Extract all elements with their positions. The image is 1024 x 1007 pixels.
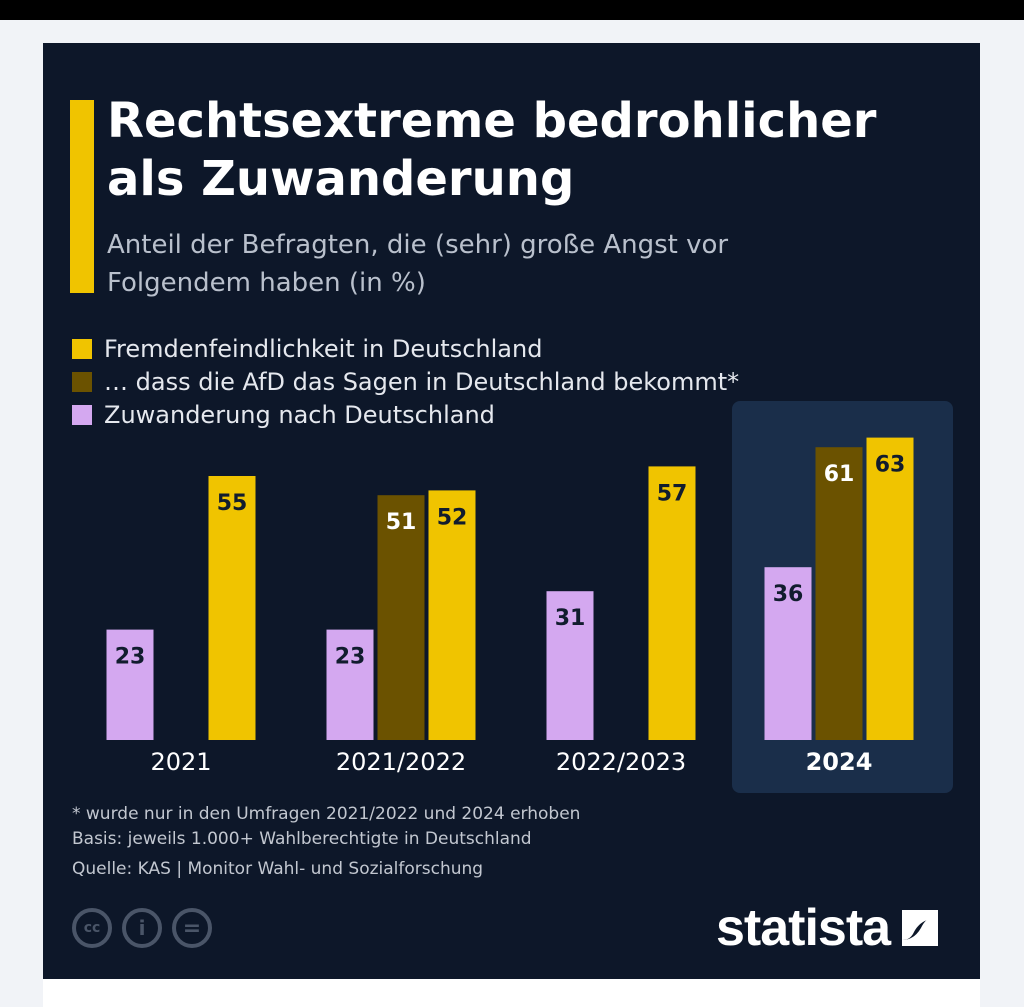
- data-label: 36: [773, 582, 804, 607]
- x-tick-label: 2021/2022: [336, 748, 466, 776]
- x-tick-label: 2024: [806, 748, 873, 776]
- bar-2021-2022-series-2: [428, 490, 476, 740]
- cc-icon-glyph: cc: [83, 920, 101, 936]
- no-derivatives-icon-glyph: =: [182, 915, 202, 941]
- bar-2021-series-2: [208, 476, 256, 740]
- chart-title: Rechtsextreme bedrohlicher als Zuwanderu…: [107, 93, 877, 207]
- footnote-note: * wurde nur in den Umfragen 2021/2022 un…: [72, 804, 581, 824]
- cc-icon[interactable]: cc: [72, 908, 112, 948]
- bar-2024-series-0: [764, 567, 812, 740]
- statista-mark-icon: [902, 910, 939, 946]
- data-label: 51: [386, 510, 417, 535]
- license-icons: cc i =: [72, 908, 222, 948]
- data-label: 23: [115, 645, 146, 670]
- bar-2021-2022-series-0: [326, 629, 374, 740]
- top-status-bar: [0, 0, 1024, 20]
- legend-swatch: [72, 404, 92, 425]
- x-tick-label: 2022/2023: [556, 748, 686, 776]
- bar-2022-2023-series-2: [648, 466, 696, 740]
- attribution-icon-glyph: i: [138, 916, 146, 940]
- legend-label: Fremdenfeindlichkeit in Deutschland: [104, 334, 543, 363]
- title-accent-bar: [70, 100, 94, 293]
- legend-item-zuwanderung: Zuwanderung nach Deutschland: [72, 398, 739, 431]
- chart-legend: Fremdenfeindlichkeit in Deutschland … da…: [72, 332, 739, 431]
- data-label: 23: [335, 645, 366, 670]
- legend-swatch: [72, 338, 92, 359]
- bar-2024-series-1: [815, 447, 863, 740]
- bar-2022-2023-series-0: [546, 591, 594, 740]
- bar-2024-series-2: [866, 437, 914, 740]
- legend-swatch: [72, 371, 92, 392]
- data-label: 52: [437, 505, 468, 530]
- data-label: 31: [555, 606, 586, 631]
- data-label: 63: [875, 453, 906, 478]
- x-tick-label: 2021: [150, 748, 211, 776]
- chart-subtitle: Anteil der Befragten, die (sehr) große A…: [107, 230, 729, 298]
- data-label: 57: [657, 481, 688, 506]
- no-derivatives-icon[interactable]: =: [172, 908, 212, 948]
- bar-2021-series-0: [106, 629, 154, 740]
- footnote-basis: Basis: jeweils 1.000+ Wahlberechtigte in…: [72, 829, 532, 849]
- footnotes: * wurde nur in den Umfragen 2021/2022 un…: [72, 802, 580, 882]
- data-label: 55: [217, 491, 248, 516]
- legend-label: … dass die AfD das Sagen in Deutschland …: [104, 367, 740, 396]
- footnote-source: Quelle: KAS | Monitor Wahl- und Sozialfo…: [72, 859, 484, 879]
- legend-item-fremdenfeindlichkeit: Fremdenfeindlichkeit in Deutschland: [72, 332, 739, 365]
- legend-item-afd: … dass die AfD das Sagen in Deutschland …: [72, 365, 739, 398]
- attribution-icon[interactable]: i: [122, 908, 162, 948]
- bar-2021-2022-series-1: [377, 495, 425, 740]
- legend-label: Zuwanderung nach Deutschland: [104, 400, 495, 429]
- data-label: 61: [824, 462, 855, 487]
- statista-logo[interactable]: statista: [716, 898, 939, 958]
- bar-chart: 23 55 2021 23 51 52 2021/2022 31 57 2022/2023 36 61…: [106, 401, 953, 793]
- brand-name: statista: [716, 899, 891, 957]
- page-bottom-area: [43, 979, 980, 1007]
